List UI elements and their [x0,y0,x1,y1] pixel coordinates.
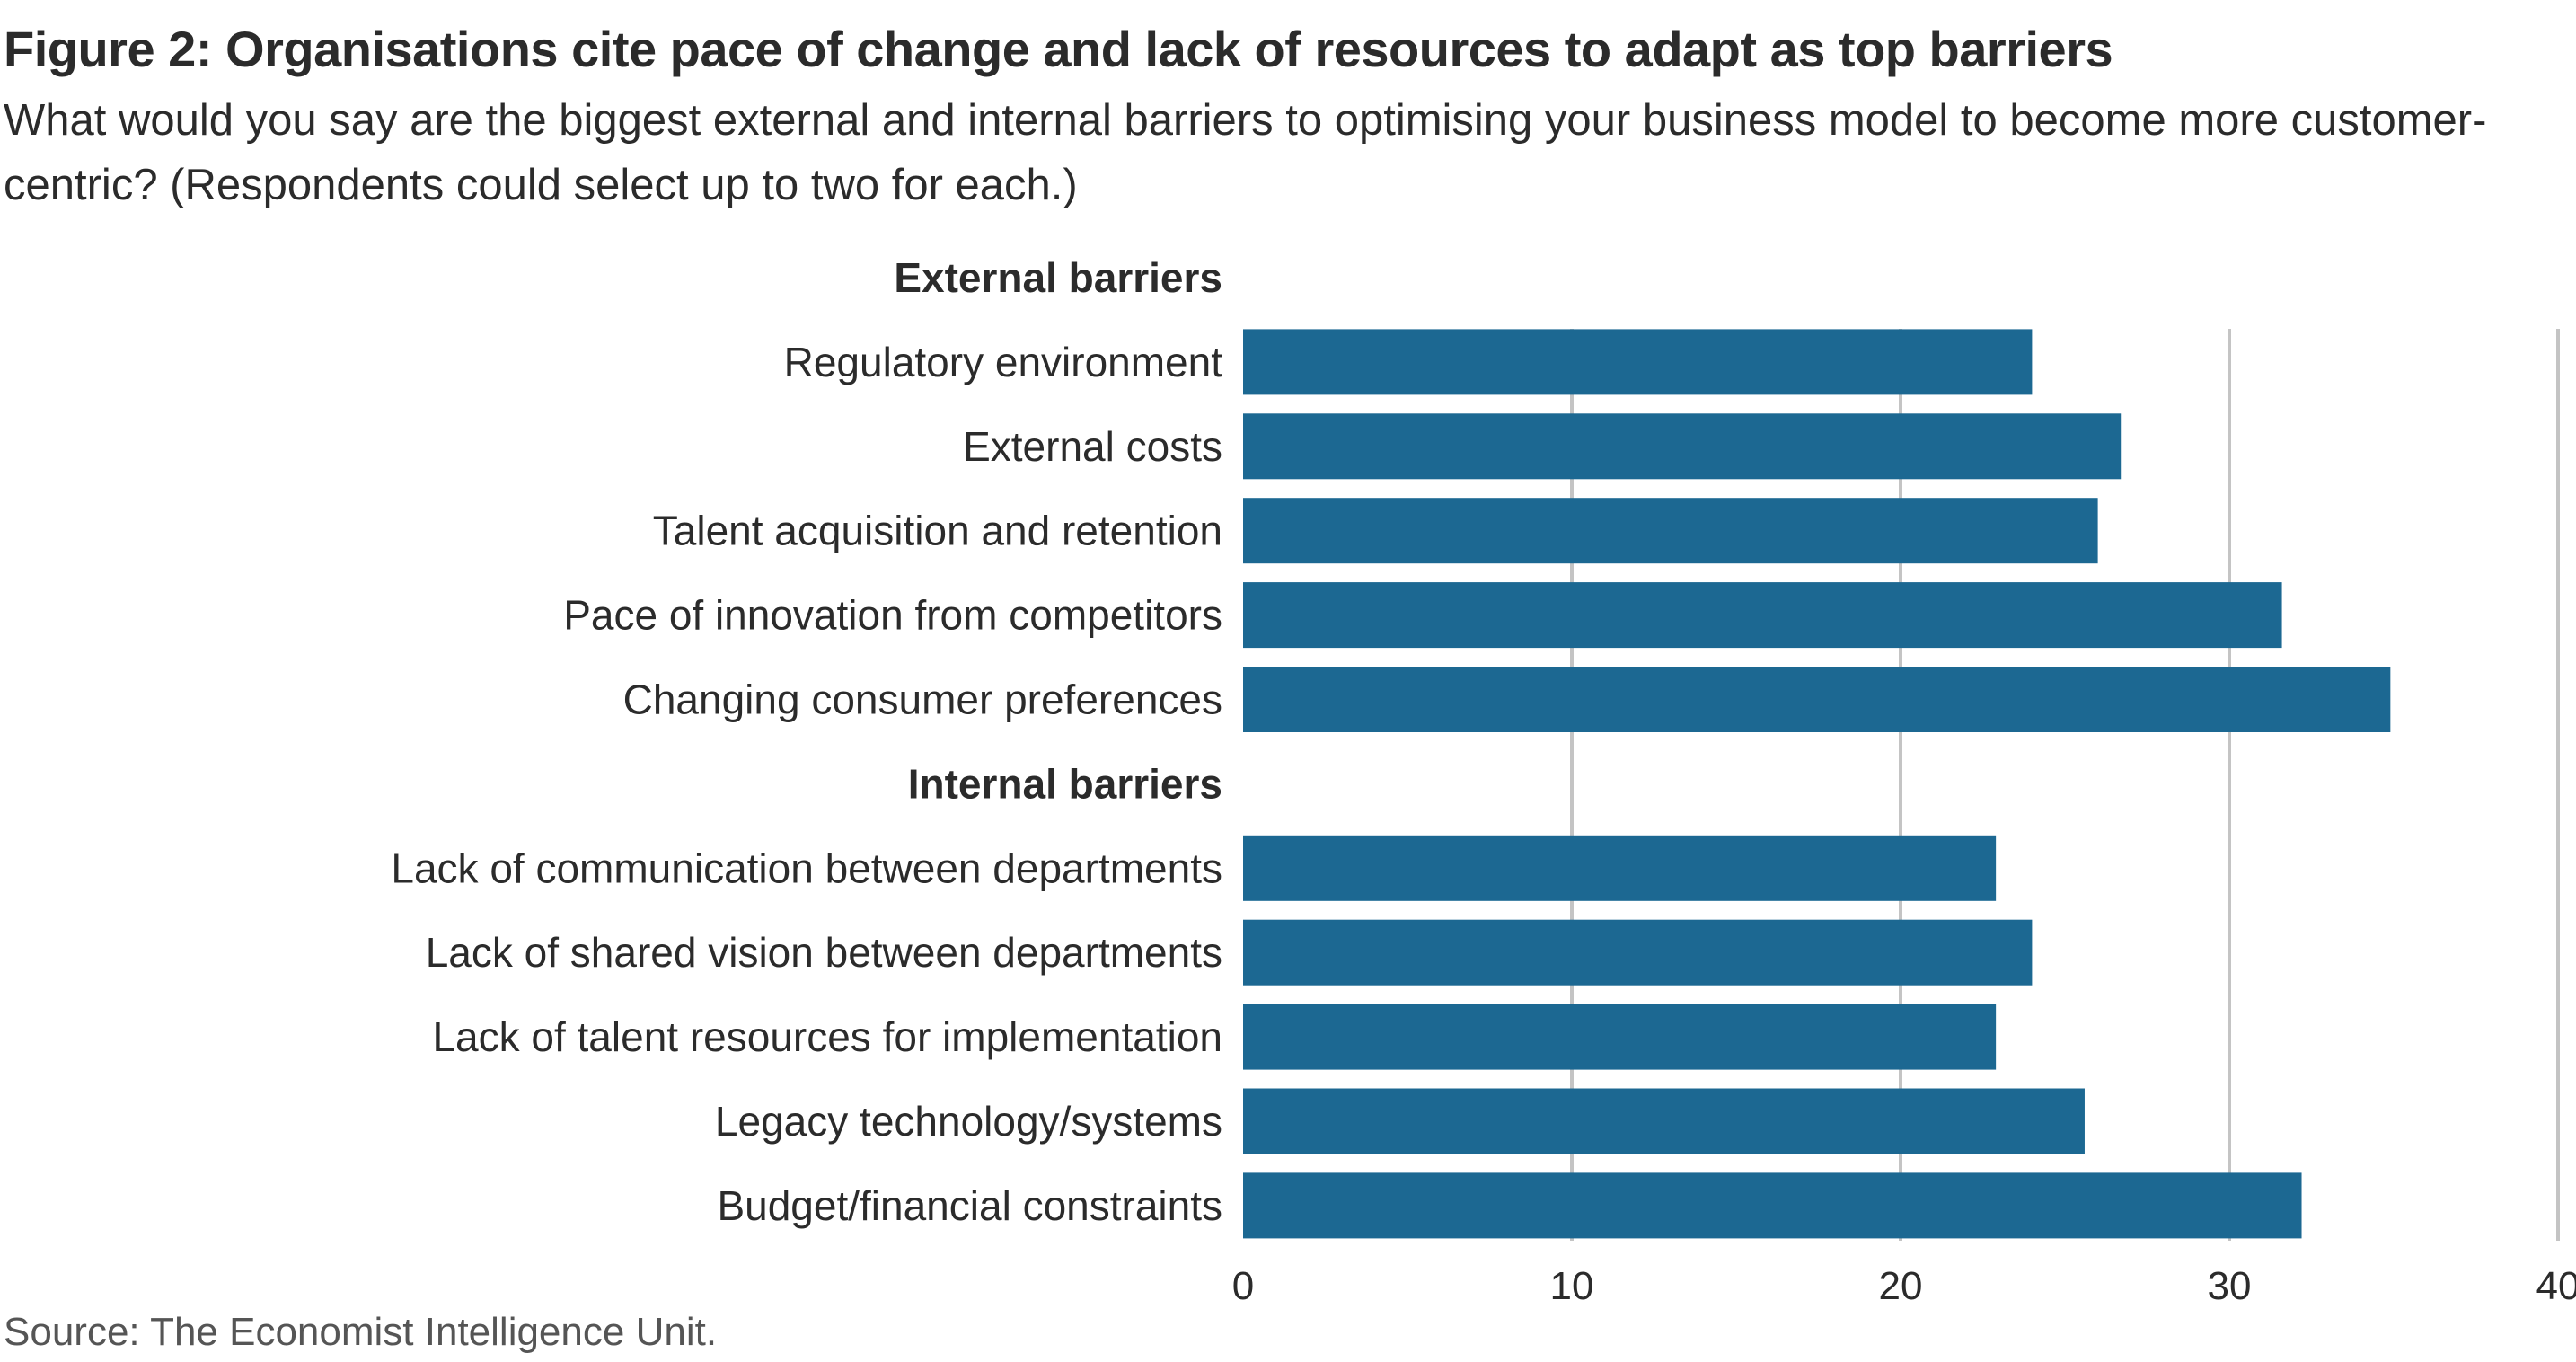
bar [1243,582,2282,649]
chart-subtitle: What would you say are the biggest exter… [4,96,2487,209]
x-tick-label: 40 [2536,1264,2576,1308]
x-tick-label: 20 [1879,1264,1923,1308]
group-header: External barriers [894,254,1222,301]
x-tick-label: 10 [1550,1264,1594,1308]
category-label: Lack of communication between department… [391,845,1222,891]
bar [1243,919,2033,986]
bar [1243,1172,2302,1239]
bar [1243,1004,1997,1070]
chart-title: Figure 2: Organisations cite pace of cha… [4,21,2113,77]
category-label: Changing consumer preferences [623,677,1222,723]
category-label: Lack of shared vision between department… [426,929,1222,976]
bar [1243,329,2033,395]
bar [1243,1088,2085,1154]
category-label: Talent acquisition and retention [653,508,1222,554]
category-label: External costs [963,423,1222,470]
category-label: Budget/financial constraints [717,1182,1222,1229]
source-note: Source: The Economist Intelligence Unit. [4,1310,718,1354]
x-tick-label: 30 [2208,1264,2252,1308]
bar [1243,667,2391,732]
category-label: Pace of innovation from competitors [563,592,1222,639]
group-header: Internal barriers [908,760,1222,807]
x-tick-label: 0 [1232,1264,1254,1308]
bar [1243,413,2122,480]
category-label: Regulatory environment [784,339,1223,385]
category-label: Lack of talent resources for implementat… [432,1013,1222,1060]
bar [1243,498,2098,564]
category-label: Legacy technology/systems [715,1098,1222,1145]
bar [1243,835,1997,901]
